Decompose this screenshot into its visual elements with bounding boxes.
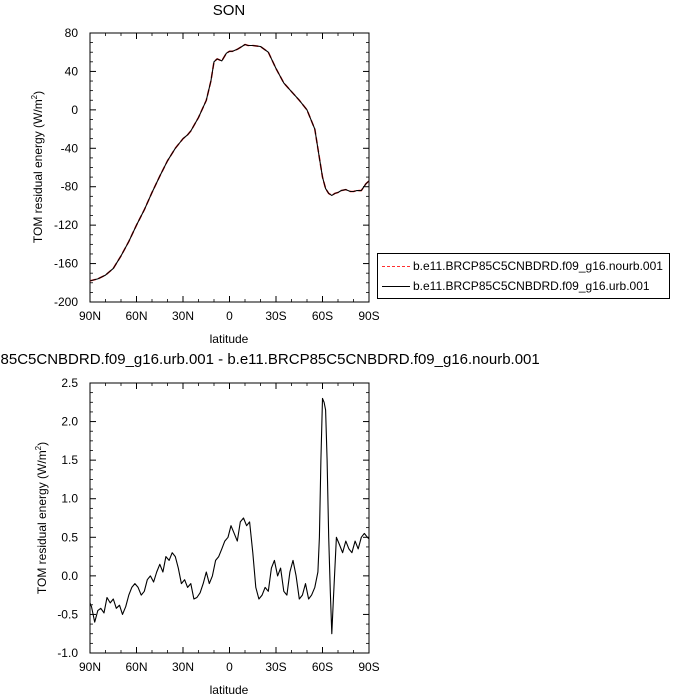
y-tick-label: -80: [61, 180, 79, 194]
x-tick-label: 0: [226, 660, 233, 674]
top-y-axis-label-main: TOM residual energy (W/m: [31, 99, 45, 243]
top-plot-frame: [89, 32, 370, 303]
legend-swatch-solid-black: [382, 285, 410, 287]
bottom-y-axis-label-sup: 2: [34, 445, 43, 450]
y-tick-label: -200: [54, 295, 78, 309]
y-tick-label: 0: [71, 103, 78, 117]
bottom-y-axis-label: TOM residual energy (W/m2): [34, 442, 49, 594]
bottom-plot-frame: [89, 382, 370, 654]
y-tick-label: 40: [65, 64, 79, 78]
bottom-x-axis-label: latitude: [210, 683, 249, 697]
y-tick-label: 80: [65, 26, 79, 40]
bottom-y-axis-label-end: ): [35, 442, 49, 446]
series-line-1: [89, 43, 370, 282]
x-tick-label: 90S: [358, 660, 379, 674]
bottom-chart-title: b.e11.BRCP85C5CNBDRD.f09_g16.urb.001 - b…: [0, 351, 540, 368]
top-y-axis-label-sup: 2: [30, 94, 39, 99]
y-tick-label: -0.5: [57, 607, 78, 621]
x-tick-label: 90N: [79, 660, 101, 674]
legend-label-urb: b.e11.BRCP85C5CNBDRD.f09_g16.urb.001: [413, 279, 650, 293]
x-tick-label: 30N: [172, 660, 194, 674]
top-y-ticks: -200 -160 -120 -80 -40 0 40 80: [54, 26, 369, 309]
x-tick-label: 30S: [265, 660, 286, 674]
legend-label-nourb: b.e11.BRCP85C5CNBDRD.f09_g16.nourb.001: [413, 259, 663, 273]
y-tick-label: -160: [54, 257, 78, 271]
y-tick-label: 1.5: [61, 453, 78, 467]
bottom-x-ticks: 90N 60N 30N 0 30S 60S 90S: [79, 383, 380, 674]
x-tick-label: 90N: [79, 309, 101, 323]
legend-entry-nourb: b.e11.BRCP85C5CNBDRD.f09_g16.nourb.001: [382, 257, 663, 275]
top-chart-title: SON: [213, 2, 246, 19]
y-tick-label: 2.5: [61, 376, 78, 390]
x-tick-label: 30N: [172, 309, 194, 323]
bottom-y-axis-label-main: TOM residual energy (W/m: [35, 450, 49, 594]
y-tick-label: -1.0: [57, 646, 78, 660]
series-line-0: [89, 397, 370, 635]
y-tick-label: -40: [61, 141, 79, 155]
y-tick-label: 2.0: [61, 415, 78, 429]
top-series-lines: [89, 43, 370, 282]
top-y-axis-label: TOM residual energy (W/m2): [30, 91, 45, 243]
x-tick-label: 90S: [358, 309, 379, 323]
x-tick-label: 60N: [125, 309, 147, 323]
top-y-axis-label-end: ): [31, 91, 45, 95]
legend-swatch-dashed-red: [382, 265, 410, 267]
x-tick-label: 30S: [265, 309, 286, 323]
y-tick-label: 1.0: [61, 492, 78, 506]
x-tick-label: 0: [226, 309, 233, 323]
y-tick-label: -120: [54, 218, 78, 232]
y-tick-label: 0.5: [61, 530, 78, 544]
top-x-axis-label: latitude: [210, 332, 249, 346]
x-tick-label: 60S: [312, 309, 333, 323]
bottom-y-ticks: -1.0 -0.5 0.0 0.5 1.0 1.5 2.0 2.5: [57, 376, 369, 660]
top-panel: SON 90N 60N 30N 0 30S 60S 90S -200-160-120-80-…: [30, 2, 380, 346]
x-tick-label: 60N: [125, 660, 147, 674]
bottom-series-lines: [89, 397, 370, 635]
legend-entry-urb: b.e11.BRCP85C5CNBDRD.f09_g16.urb.001: [382, 277, 650, 295]
y-tick-label: 0.0: [61, 569, 78, 583]
x-tick-label: 60S: [312, 660, 333, 674]
bottom-panel: b.e11.BRCP85C5CNBDRD.f09_g16.urb.001 - b…: [0, 351, 540, 697]
legend: b.e11.BRCP85C5CNBDRD.f09_g16.nourb.001 b…: [377, 253, 670, 299]
top-x-ticks: 90N 60N 30N 0 30S 60S 90S: [79, 33, 380, 323]
series-line-0: [89, 43, 370, 282]
